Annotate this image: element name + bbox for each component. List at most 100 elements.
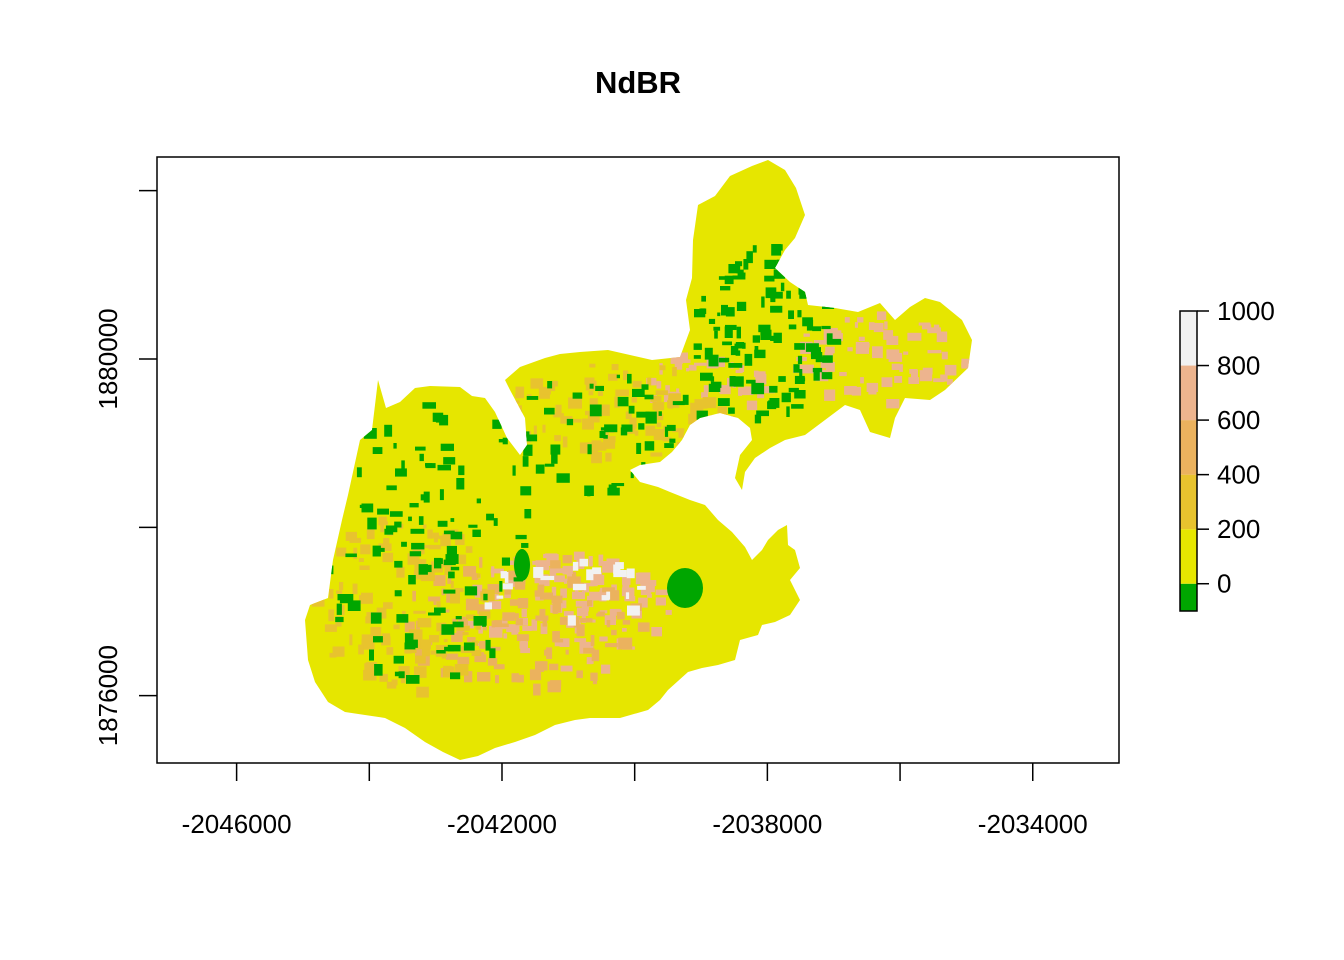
- raster-cell: [666, 424, 676, 431]
- raster-cell: [349, 634, 353, 646]
- raster-cell: [611, 629, 617, 636]
- raster-cell: [579, 442, 594, 454]
- raster-cell: [482, 589, 495, 602]
- raster-cell: [384, 528, 394, 535]
- raster-cell: [502, 437, 508, 445]
- raster-cell: [922, 367, 933, 375]
- raster-cell: [656, 422, 662, 428]
- raster-cell: [551, 595, 563, 604]
- raster-cell: [803, 282, 809, 290]
- x-tick-label: -2034000: [978, 809, 1088, 839]
- raster-cell: [776, 259, 788, 271]
- raster-cell: [503, 633, 508, 639]
- raster-cell: [511, 627, 519, 635]
- raster-cell: [495, 675, 499, 684]
- legend: 0 200 400 600 800 1000: [1179, 296, 1275, 612]
- raster-cell: [544, 463, 555, 467]
- raster-cell: [744, 353, 753, 366]
- raster-cell: [602, 587, 615, 593]
- raster-cell: [629, 417, 637, 429]
- raster-cell: [345, 531, 357, 541]
- raster-cell: [590, 635, 595, 647]
- y-axis: 1876000 1880000: [93, 189, 157, 746]
- raster-cell: [479, 557, 483, 568]
- raster-cell: [729, 376, 736, 387]
- raster-cell: [393, 624, 400, 630]
- raster-cell: [431, 532, 439, 539]
- raster-cell: [415, 655, 426, 664]
- raster-cell: [410, 528, 425, 534]
- raster-cell: [485, 639, 491, 651]
- raster-cell: [450, 672, 461, 680]
- raster-cell: [466, 614, 476, 620]
- raster-cell: [531, 619, 538, 631]
- raster-cell: [623, 370, 629, 381]
- raster-cell: [465, 598, 479, 611]
- raster-cell: [530, 378, 544, 389]
- raster-cell: [624, 596, 636, 602]
- raster-cell: [440, 443, 454, 451]
- raster-cell: [720, 286, 731, 291]
- y-tick-label: 1880000: [93, 308, 123, 409]
- raster-cell: [356, 467, 362, 478]
- raster-cell: [517, 598, 529, 609]
- raster-cell: [418, 639, 431, 650]
- raster-cell: [391, 679, 398, 686]
- raster-cell: [546, 647, 553, 659]
- raster-cell: [903, 351, 909, 355]
- raster-cell: [688, 364, 697, 371]
- raster-cell: [329, 527, 338, 536]
- raster-cell: [717, 398, 730, 406]
- raster-cell: [471, 573, 479, 580]
- raster-cell: [499, 581, 503, 592]
- raster-cell: [603, 435, 608, 439]
- raster-cell: [590, 572, 603, 583]
- raster-cell: [735, 350, 741, 356]
- raster-cell: [508, 405, 522, 415]
- raster-cell: [358, 558, 364, 562]
- raster-cell: [847, 347, 853, 352]
- raster-cell: [646, 377, 657, 386]
- raster-cell: [814, 296, 823, 305]
- raster-cell: [477, 672, 491, 682]
- raster-cell: [505, 560, 515, 565]
- raster-cell: [490, 568, 504, 574]
- raster-cell: [462, 632, 469, 636]
- x-tick-label: -2042000: [447, 809, 557, 839]
- raster-cell: [824, 389, 836, 401]
- raster-cell: [323, 565, 334, 575]
- raster-cell: [719, 384, 723, 393]
- raster-cell: [778, 376, 786, 382]
- raster-cell: [605, 452, 612, 462]
- raster-cell: [560, 665, 573, 672]
- raster-cell: [873, 322, 884, 333]
- raster-cell: [656, 381, 662, 389]
- raster-cell: [533, 567, 544, 578]
- raster-cell: [815, 356, 823, 363]
- raster-cell: [587, 413, 600, 423]
- raster-cell: [676, 442, 682, 452]
- raster-cell: [378, 516, 387, 526]
- raster-cell: [622, 580, 630, 590]
- raster-cell: [492, 419, 502, 429]
- raster-cell: [550, 444, 561, 455]
- plot-frame: [156, 156, 1120, 764]
- raster-cell: [823, 297, 838, 308]
- raster-cell: [864, 342, 870, 348]
- raster-cell: [638, 423, 645, 430]
- raster-cell: [918, 322, 931, 326]
- raster-cell: [435, 414, 442, 423]
- raster-cell: [511, 415, 524, 424]
- raster-cell: [507, 627, 511, 631]
- raster-cell: [591, 619, 596, 623]
- raster-cell: [883, 330, 894, 340]
- raster-cell: [404, 633, 414, 644]
- raster-cell: [804, 294, 817, 298]
- raster-cell: [821, 325, 831, 330]
- raster-cell: [665, 610, 672, 615]
- raster-cell: [732, 275, 746, 280]
- raster-cell: [502, 419, 515, 425]
- raster-cell: [868, 391, 877, 395]
- raster-cell: [724, 326, 733, 338]
- raster-cell: [601, 664, 611, 674]
